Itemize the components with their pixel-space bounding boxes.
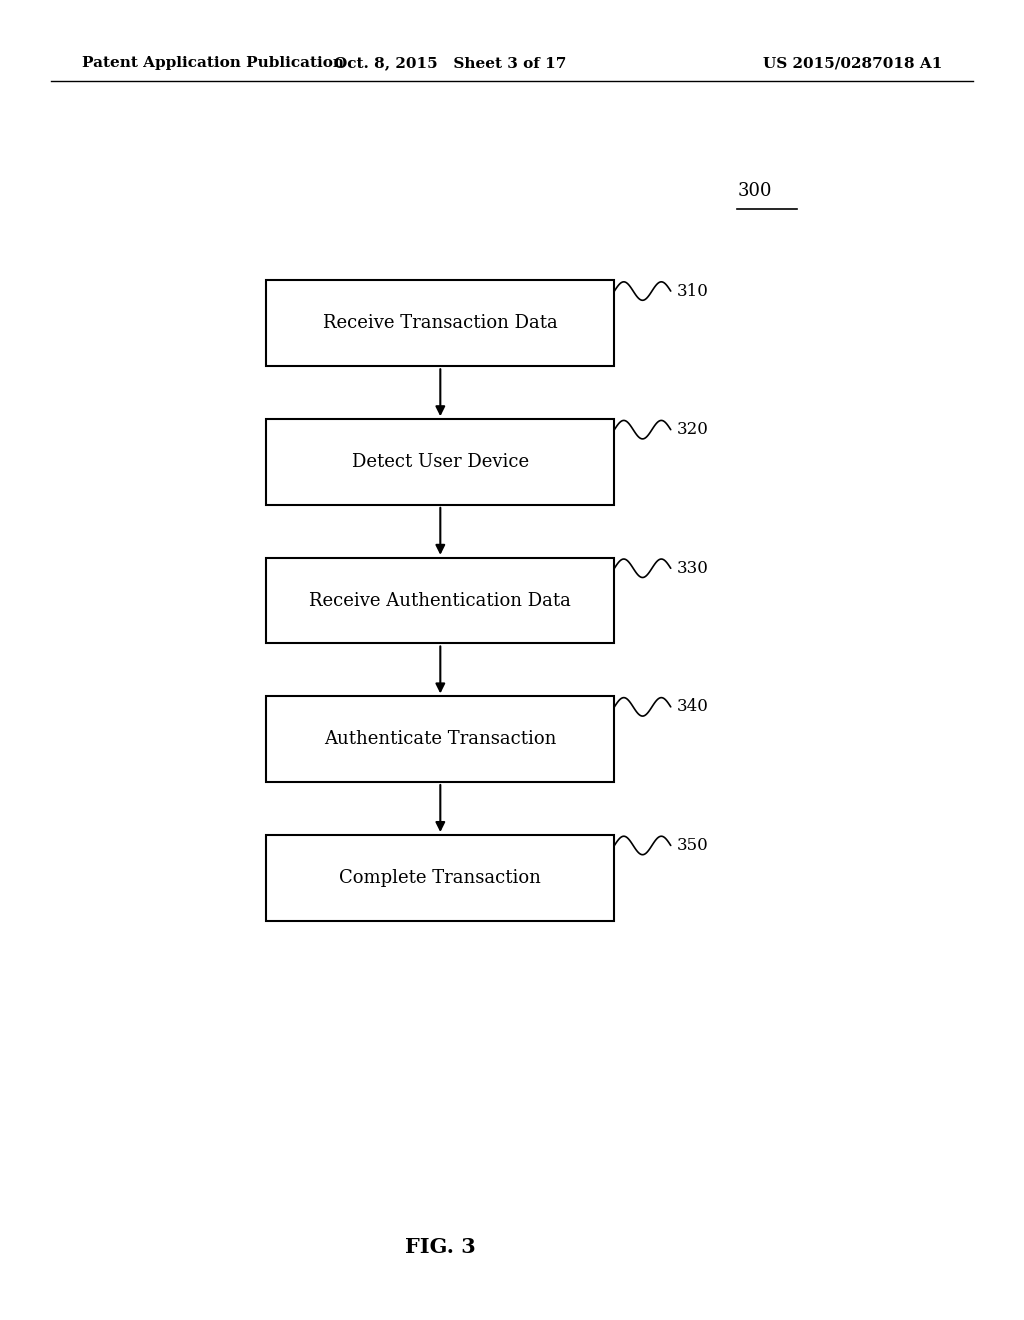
Text: 350: 350 (677, 837, 709, 854)
FancyBboxPatch shape (266, 557, 614, 643)
Text: 330: 330 (677, 560, 709, 577)
Text: Patent Application Publication: Patent Application Publication (82, 57, 344, 70)
FancyBboxPatch shape (266, 280, 614, 366)
Text: Detect User Device: Detect User Device (352, 453, 528, 471)
FancyBboxPatch shape (266, 418, 614, 504)
Text: 300: 300 (737, 182, 772, 201)
Text: Receive Authentication Data: Receive Authentication Data (309, 591, 571, 610)
Text: Authenticate Transaction: Authenticate Transaction (325, 730, 556, 748)
Text: FIG. 3: FIG. 3 (404, 1237, 476, 1258)
FancyBboxPatch shape (266, 836, 614, 921)
Text: US 2015/0287018 A1: US 2015/0287018 A1 (763, 57, 942, 70)
Text: Oct. 8, 2015   Sheet 3 of 17: Oct. 8, 2015 Sheet 3 of 17 (335, 57, 566, 70)
Text: Receive Transaction Data: Receive Transaction Data (323, 314, 558, 333)
Text: 310: 310 (677, 282, 709, 300)
FancyBboxPatch shape (266, 697, 614, 781)
Text: 340: 340 (677, 698, 709, 715)
Text: Complete Transaction: Complete Transaction (339, 869, 542, 887)
Text: 320: 320 (677, 421, 709, 438)
